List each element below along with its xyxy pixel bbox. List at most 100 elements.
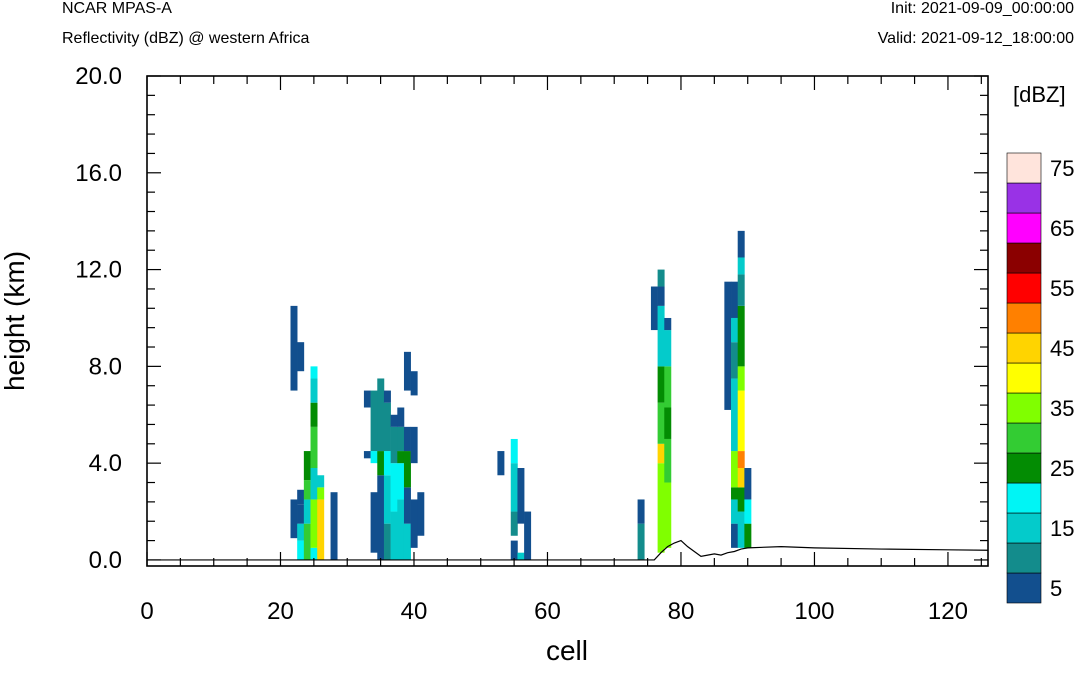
y-tick-label: 12.0 [75, 257, 122, 284]
colorbar-label: 15 [1050, 516, 1074, 541]
axis-ticks [146, 75, 988, 566]
reflectivity-cell [390, 463, 398, 512]
reflectivity-cell [297, 523, 305, 541]
reflectivity-cell [377, 378, 385, 452]
reflectivity-cell [737, 257, 745, 275]
colorbar-label: 45 [1050, 336, 1074, 361]
reflectivity-cell [297, 342, 305, 372]
reflectivity-cell [731, 523, 739, 548]
x-tick-label: 40 [401, 598, 428, 625]
reflectivity-cell [290, 499, 298, 539]
reflectivity-cell [377, 451, 385, 476]
reflectivity-cell [744, 499, 752, 524]
x-tick-label: 20 [267, 598, 294, 625]
reflectivity-cell [397, 451, 405, 464]
terrain-line [147, 539, 989, 561]
y-tick-label: 4.0 [89, 450, 122, 477]
y-tick-label: 16.0 [75, 160, 122, 187]
reflectivity-cell [310, 468, 318, 500]
reflectivity-cell [303, 499, 311, 524]
colorbar-label: 35 [1050, 396, 1074, 421]
reflectivity-cell [497, 451, 505, 476]
reflectivity-cell [664, 330, 672, 367]
reflectivity-cell [310, 426, 318, 468]
x-tick-label: 120 [928, 598, 968, 625]
reflectivity-cell [664, 438, 672, 483]
reflectivity-cell [383, 451, 391, 476]
reflectivity-cell [724, 281, 732, 410]
reflectivity-cell [310, 366, 318, 379]
colorbar-label: 75 [1050, 156, 1074, 181]
reflectivity-cell [297, 540, 305, 560]
y-tick-labels: 0.0 4.0 8.0 12.0 16.0 20.0 [75, 63, 122, 574]
reflectivity-cell [657, 366, 665, 403]
reflectivity-cells [290, 230, 752, 560]
colorbar-swatch [1006, 362, 1042, 394]
reflectivity-cell [664, 482, 672, 548]
reflectivity-cell [731, 378, 739, 452]
colorbar-swatch [1006, 392, 1042, 424]
reflectivity-cell [303, 451, 311, 481]
reflectivity-cell [370, 390, 378, 452]
reflectivity-cell [403, 451, 411, 488]
reflectivity-cell [370, 492, 378, 553]
reflectivity-cell [410, 499, 418, 548]
reflectivity-cell [737, 390, 745, 452]
reflectivity-cell [303, 480, 311, 500]
reflectivity-cell [403, 426, 411, 452]
reflectivity-cell [390, 426, 398, 464]
reflectivity-cell [370, 451, 378, 464]
reflectivity-cell [737, 451, 745, 468]
model-title: NCAR MPAS-A [62, 0, 172, 17]
reflectivity-cell [657, 269, 665, 287]
colorbar-swatch [1006, 332, 1042, 364]
colorbar-labels: 5 15 25 35 45 55 65 75 [1050, 156, 1074, 601]
colorbar-swatch [1006, 152, 1042, 184]
reflectivity-cell [510, 511, 518, 536]
reflectivity-cell [664, 407, 672, 439]
y-tick-label: 8.0 [89, 353, 122, 380]
reflectivity-cell [737, 511, 745, 548]
reflectivity-cell [524, 511, 532, 560]
reflectivity-cell [310, 547, 318, 560]
y-axis-title: height (km) [0, 251, 30, 391]
colorbar-swatch [1006, 452, 1042, 484]
reflectivity-cell [397, 463, 405, 500]
reflectivity-cell [664, 366, 672, 408]
reflectivity-cell [397, 426, 405, 452]
reflectivity-cell [317, 499, 325, 560]
reflectivity-cell [737, 468, 745, 488]
x-axis-title: cell [546, 635, 588, 666]
reflectivity-cell [297, 489, 305, 505]
reflectivity-cell [737, 487, 745, 512]
x-tick-label: 80 [668, 598, 695, 625]
reflectivity-cell [377, 475, 385, 560]
reflectivity-cell [403, 487, 411, 524]
x-tick-label: 0 [140, 598, 153, 625]
reflectivity-cell [510, 540, 518, 560]
colorbar-swatch [1006, 302, 1042, 334]
reflectivity-cell [664, 317, 672, 331]
reflectivity-cell [410, 426, 418, 464]
reflectivity-cell [731, 487, 739, 500]
reflectivity-cell [390, 511, 398, 560]
reflectivity-cell [510, 438, 518, 464]
reflectivity-cell [390, 414, 398, 427]
reflectivity-cell [731, 499, 739, 524]
reflectivity-cell [657, 402, 665, 444]
reflectivity-cell [397, 499, 405, 560]
reflectivity-cell [657, 463, 665, 553]
y-tick-label: 20.0 [75, 63, 122, 90]
x-tick-label: 100 [794, 598, 834, 625]
reflectivity-cell [383, 523, 391, 560]
reflectivity-cell [403, 351, 411, 391]
colorbar [1006, 152, 1042, 604]
reflectivity-cell [657, 305, 665, 367]
colorbar-label: 25 [1050, 456, 1074, 481]
reflectivity-cell [383, 402, 391, 452]
colorbar-unit: [dBZ] [1013, 82, 1066, 107]
reflectivity-cell [731, 317, 739, 343]
x-tick-labels: 0 20 40 60 80 100 120 [140, 598, 968, 625]
colorbar-swatch [1006, 182, 1042, 214]
